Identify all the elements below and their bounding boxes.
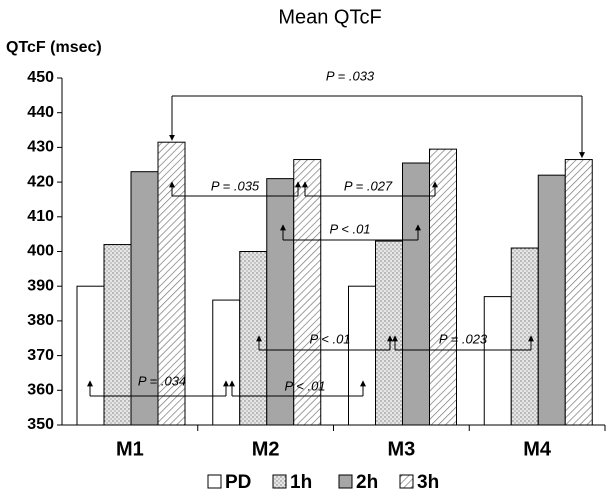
x-tick-label: M4 bbox=[523, 438, 552, 460]
annotation: P = .034 bbox=[138, 373, 186, 388]
y-tick-label: 420 bbox=[27, 173, 54, 190]
y-tick-label: 370 bbox=[27, 347, 54, 364]
x-tick-label: M3 bbox=[387, 438, 415, 460]
x-tick-label: M1 bbox=[116, 438, 144, 460]
bar bbox=[266, 178, 295, 426]
y-axis-label: QTcF (msec) bbox=[6, 39, 102, 56]
y-tick-label: 430 bbox=[27, 139, 54, 156]
bar bbox=[348, 285, 376, 426]
y-tick-label: 410 bbox=[27, 208, 54, 225]
legend-swatch bbox=[338, 474, 353, 489]
bar bbox=[103, 244, 132, 426]
bar bbox=[76, 285, 105, 426]
y-tick-label: 450 bbox=[27, 69, 54, 86]
y-tick-label: 390 bbox=[27, 277, 54, 294]
legend-label: 2h bbox=[356, 472, 378, 493]
annotation: P < .01 bbox=[329, 221, 370, 236]
annotation: P = .027 bbox=[344, 178, 393, 193]
legend-label: PD bbox=[225, 472, 251, 493]
bar bbox=[564, 159, 593, 426]
bar bbox=[537, 174, 566, 426]
bar bbox=[402, 162, 430, 426]
annotation: P = .033 bbox=[326, 68, 375, 83]
bar bbox=[429, 148, 457, 426]
annotation: P = .023 bbox=[439, 331, 488, 346]
bar bbox=[130, 171, 159, 426]
y-tick-label: 380 bbox=[27, 312, 54, 329]
bar bbox=[483, 296, 512, 426]
legend-swatch bbox=[399, 474, 414, 489]
y-tick-label: 360 bbox=[27, 382, 54, 399]
legend-swatch bbox=[272, 474, 287, 489]
y-tick-label: 350 bbox=[27, 416, 54, 433]
y-tick-label: 400 bbox=[27, 243, 54, 260]
annotation: P < .01 bbox=[284, 378, 325, 393]
annotation: P < .01 bbox=[309, 331, 350, 346]
bar bbox=[239, 251, 268, 426]
bar bbox=[510, 247, 539, 426]
legend-label: 3h bbox=[417, 472, 439, 493]
annotation: P = .035 bbox=[211, 178, 260, 193]
bar bbox=[375, 240, 403, 426]
legend-swatch bbox=[207, 474, 222, 489]
chart-title: Mean QTcF bbox=[278, 6, 381, 28]
y-tick-label: 440 bbox=[27, 104, 54, 121]
x-tick-label: M2 bbox=[252, 438, 280, 460]
bar bbox=[212, 299, 241, 426]
legend-label: 1h bbox=[290, 472, 312, 493]
